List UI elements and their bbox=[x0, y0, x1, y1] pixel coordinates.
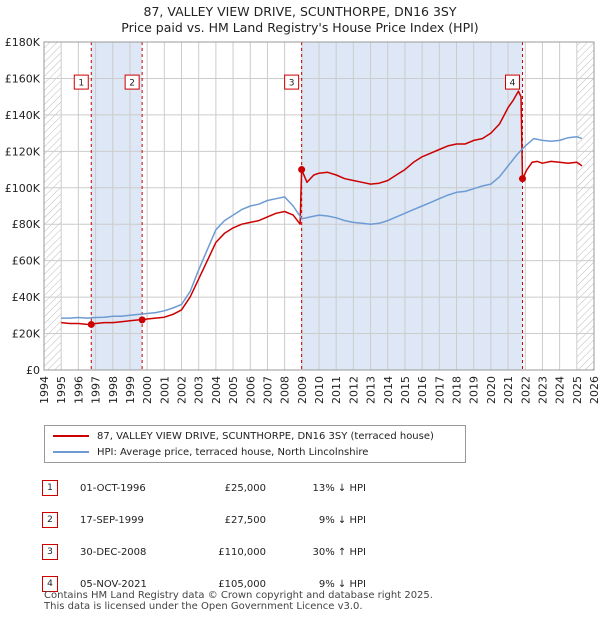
transaction-price: £27,500 bbox=[224, 514, 266, 526]
table-row: 2 17-SEP-1999 £27,500 9% ↓ HPI bbox=[40, 504, 366, 536]
x-tick-label: 2019 bbox=[468, 376, 481, 404]
footer-copyright: Contains HM Land Registry data © Crown c… bbox=[44, 590, 433, 601]
sale-point bbox=[87, 320, 95, 328]
price-chart: £0 £20K £40K £60K £80K £100K £120K £140K £160K £1… bbox=[5, 36, 600, 404]
y-tick-label: £60K bbox=[12, 255, 41, 268]
legend-swatch-hpi bbox=[53, 451, 89, 453]
transaction-price: £25,000 bbox=[224, 482, 266, 494]
sale-number-box bbox=[284, 74, 300, 90]
transaction-number: 2 bbox=[42, 512, 58, 528]
sale-number-box bbox=[73, 74, 89, 90]
hpi-line bbox=[61, 136, 583, 319]
y-tick-label: £80K bbox=[12, 218, 41, 231]
table-row: 4 05-NOV-2021 £105,000 9% ↓ HPI bbox=[40, 568, 366, 600]
transaction-date: 17-SEP-1999 bbox=[80, 514, 144, 526]
y-tick-label: £40K bbox=[12, 291, 41, 304]
sale-number-box bbox=[124, 74, 140, 90]
transaction-number: 3 bbox=[42, 544, 58, 560]
transaction-hpi: 9% ↓ HPI bbox=[318, 578, 366, 590]
sale-number-label: 3 bbox=[289, 79, 295, 89]
x-tick-label: 2015 bbox=[399, 376, 412, 404]
x-tick-label: 1995 bbox=[55, 376, 68, 404]
x-tick-label: 2006 bbox=[244, 376, 257, 404]
y-tick-label: £120K bbox=[5, 145, 41, 158]
x-tick-label: 2007 bbox=[261, 376, 274, 404]
x-tick-label: 2013 bbox=[365, 376, 378, 404]
transaction-date: 30-DEC-2008 bbox=[80, 546, 147, 558]
x-tick-label: 2010 bbox=[313, 376, 326, 404]
x-tick-label: 2011 bbox=[330, 376, 343, 404]
transaction-number: 4 bbox=[42, 576, 58, 592]
transactions-table: 1 01-OCT-1996 £25,000 13% ↓ HPI 2 17-SEP… bbox=[40, 472, 366, 600]
chart-subtitle: Price paid vs. HM Land Registry's House … bbox=[121, 20, 479, 35]
ownership-shade bbox=[301, 42, 523, 370]
transaction-date: 05-NOV-2021 bbox=[80, 578, 147, 590]
x-tick-label: 2005 bbox=[227, 376, 240, 404]
sale-point bbox=[519, 175, 526, 183]
x-tick-label: 1998 bbox=[107, 376, 120, 404]
x-tick-label: 1997 bbox=[90, 376, 103, 404]
x-tick-label: 2022 bbox=[519, 376, 532, 404]
x-tick-label: 2000 bbox=[141, 376, 154, 404]
y-tick-label: £160K bbox=[5, 72, 41, 85]
x-tick-label: 2016 bbox=[416, 376, 429, 404]
x-tick-label: 2012 bbox=[347, 376, 360, 404]
hatched-range bbox=[576, 42, 594, 370]
legend-item-hpi: HPI: Average price, terraced house, Nort… bbox=[45, 444, 368, 460]
chart-legend: 87, VALLEY VIEW DRIVE, SCUNTHORPE, DN16 … bbox=[44, 425, 466, 463]
x-tick-label: 2020 bbox=[485, 376, 498, 404]
x-tick-label: 2008 bbox=[279, 376, 292, 404]
sale-number-box bbox=[505, 74, 520, 90]
table-row: 3 30-DEC-2008 £110,000 30% ↑ HPI bbox=[40, 536, 366, 568]
sale-point bbox=[298, 166, 306, 174]
hatched-range bbox=[44, 42, 62, 370]
x-tick-label: 2023 bbox=[536, 376, 549, 404]
legend-swatch-price bbox=[53, 435, 89, 437]
y-tick-label: £20K bbox=[12, 328, 41, 341]
transaction-date: 01-OCT-1996 bbox=[80, 482, 146, 494]
table-row: 1 01-OCT-1996 £25,000 13% ↓ HPI bbox=[40, 472, 366, 504]
footer: Contains HM Land Registry data © Crown c… bbox=[44, 590, 433, 612]
transaction-hpi: 13% ↓ HPI bbox=[312, 482, 366, 494]
y-tick-label: £100K bbox=[5, 182, 41, 195]
x-tick-label: 1994 bbox=[38, 376, 51, 404]
sale-number-label: 2 bbox=[129, 79, 135, 89]
x-tick-label: 2002 bbox=[176, 376, 189, 404]
y-tick-label: £180K bbox=[5, 36, 41, 49]
x-tick-label: 2018 bbox=[451, 376, 464, 404]
x-tick-label: 2001 bbox=[158, 376, 171, 404]
x-tick-label: 2017 bbox=[433, 376, 446, 404]
legend-label-price: 87, VALLEY VIEW DRIVE, SCUNTHORPE, DN16 … bbox=[97, 430, 434, 442]
x-tick-label: 2004 bbox=[210, 376, 223, 404]
footer-licence: This data is licensed under the Open Gov… bbox=[44, 601, 363, 612]
sale-number-label: 4 bbox=[510, 79, 516, 89]
x-tick-label: 2003 bbox=[193, 376, 206, 404]
x-tick-label: 2014 bbox=[382, 376, 395, 404]
transaction-price: £105,000 bbox=[218, 578, 266, 590]
sale-number-label: 1 bbox=[78, 79, 84, 89]
plot-border bbox=[43, 41, 595, 371]
transaction-hpi: 9% ↓ HPI bbox=[318, 514, 366, 526]
chart-title: 87, VALLEY VIEW DRIVE, SCUNTHORPE, DN16 … bbox=[143, 4, 457, 19]
x-tick-label: 1999 bbox=[124, 376, 137, 404]
x-tick-label: 2009 bbox=[296, 376, 309, 404]
sale-point bbox=[138, 316, 146, 324]
legend-label-hpi: HPI: Average price, terraced house, Nort… bbox=[97, 446, 369, 458]
legend-item-price: 87, VALLEY VIEW DRIVE, SCUNTHORPE, DN16 … bbox=[45, 428, 434, 444]
x-tick-label: 2021 bbox=[502, 376, 515, 404]
transaction-hpi: 30% ↑ HPI bbox=[312, 546, 366, 558]
y-tick-label: £140K bbox=[5, 109, 41, 122]
x-tick-label: 1996 bbox=[72, 376, 85, 404]
transaction-number: 1 bbox=[42, 480, 58, 496]
x-tick-label: 2026 bbox=[588, 376, 600, 404]
y-tick-label: £0 bbox=[26, 364, 40, 377]
x-tick-label: 2025 bbox=[571, 376, 584, 404]
transaction-price: £110,000 bbox=[218, 546, 266, 558]
x-tick-label: 2024 bbox=[554, 376, 567, 404]
